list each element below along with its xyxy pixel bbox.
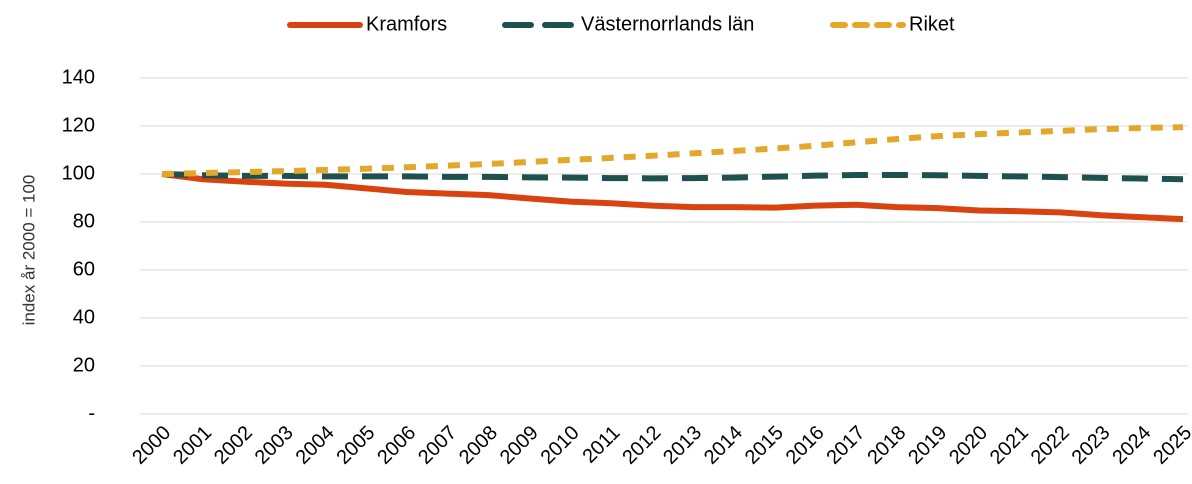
x-tick-label: 2013: [659, 422, 706, 469]
y-tick-label: 60: [73, 258, 95, 280]
x-tick-label: 2025: [1149, 422, 1192, 469]
legend-label: Riket: [909, 13, 955, 35]
x-tick-label: 2023: [1068, 422, 1115, 469]
line: [161, 124, 1184, 177]
line: [161, 171, 1184, 223]
line: [161, 171, 1184, 183]
x-tick-label: 2002: [210, 422, 257, 469]
x-tick-label: 2021: [986, 422, 1033, 469]
y-tick-label: 100: [62, 162, 95, 184]
x-tick-label: 2005: [332, 422, 379, 469]
y-axis-label: index år 2000 = 100: [19, 175, 38, 326]
x-tick-label: 2024: [1108, 422, 1155, 469]
x-tick-label: 2018: [863, 422, 910, 469]
x-tick-label: 2011: [579, 422, 625, 468]
y-tick-label: 20: [73, 354, 95, 376]
x-tick-label: 2006: [373, 422, 420, 469]
x-tick-label: 2009: [496, 422, 543, 469]
x-tick-label: 2019: [904, 422, 951, 469]
x-tick-label: 2016: [782, 422, 829, 469]
y-tick-label: 80: [73, 210, 95, 232]
x-tick-label: 2008: [455, 422, 502, 469]
y-tick-label: 40: [73, 306, 95, 328]
legend-label: Kramfors: [366, 13, 447, 35]
x-tick-label: 2007: [414, 422, 461, 469]
y-tick-label: -: [88, 402, 95, 424]
x-tick-label: 2004: [292, 422, 339, 469]
x-tick-label: 2015: [741, 422, 788, 469]
x-tick-label: 2010: [537, 422, 584, 469]
y-tick-label: 120: [62, 114, 95, 136]
x-tick-label: 2012: [618, 422, 665, 469]
x-tick-label: 2000: [128, 422, 175, 469]
x-tick-label: 2014: [700, 422, 747, 469]
x-tick-label: 2001: [169, 422, 216, 469]
y-tick-label: 140: [62, 66, 95, 88]
x-tick-label: 2003: [251, 422, 298, 469]
x-tick-label: 2017: [823, 422, 870, 469]
x-tick-label: 2022: [1027, 422, 1074, 469]
x-tick-label: 2020: [945, 422, 992, 469]
legend-label: Västernorrlands län: [581, 13, 754, 35]
